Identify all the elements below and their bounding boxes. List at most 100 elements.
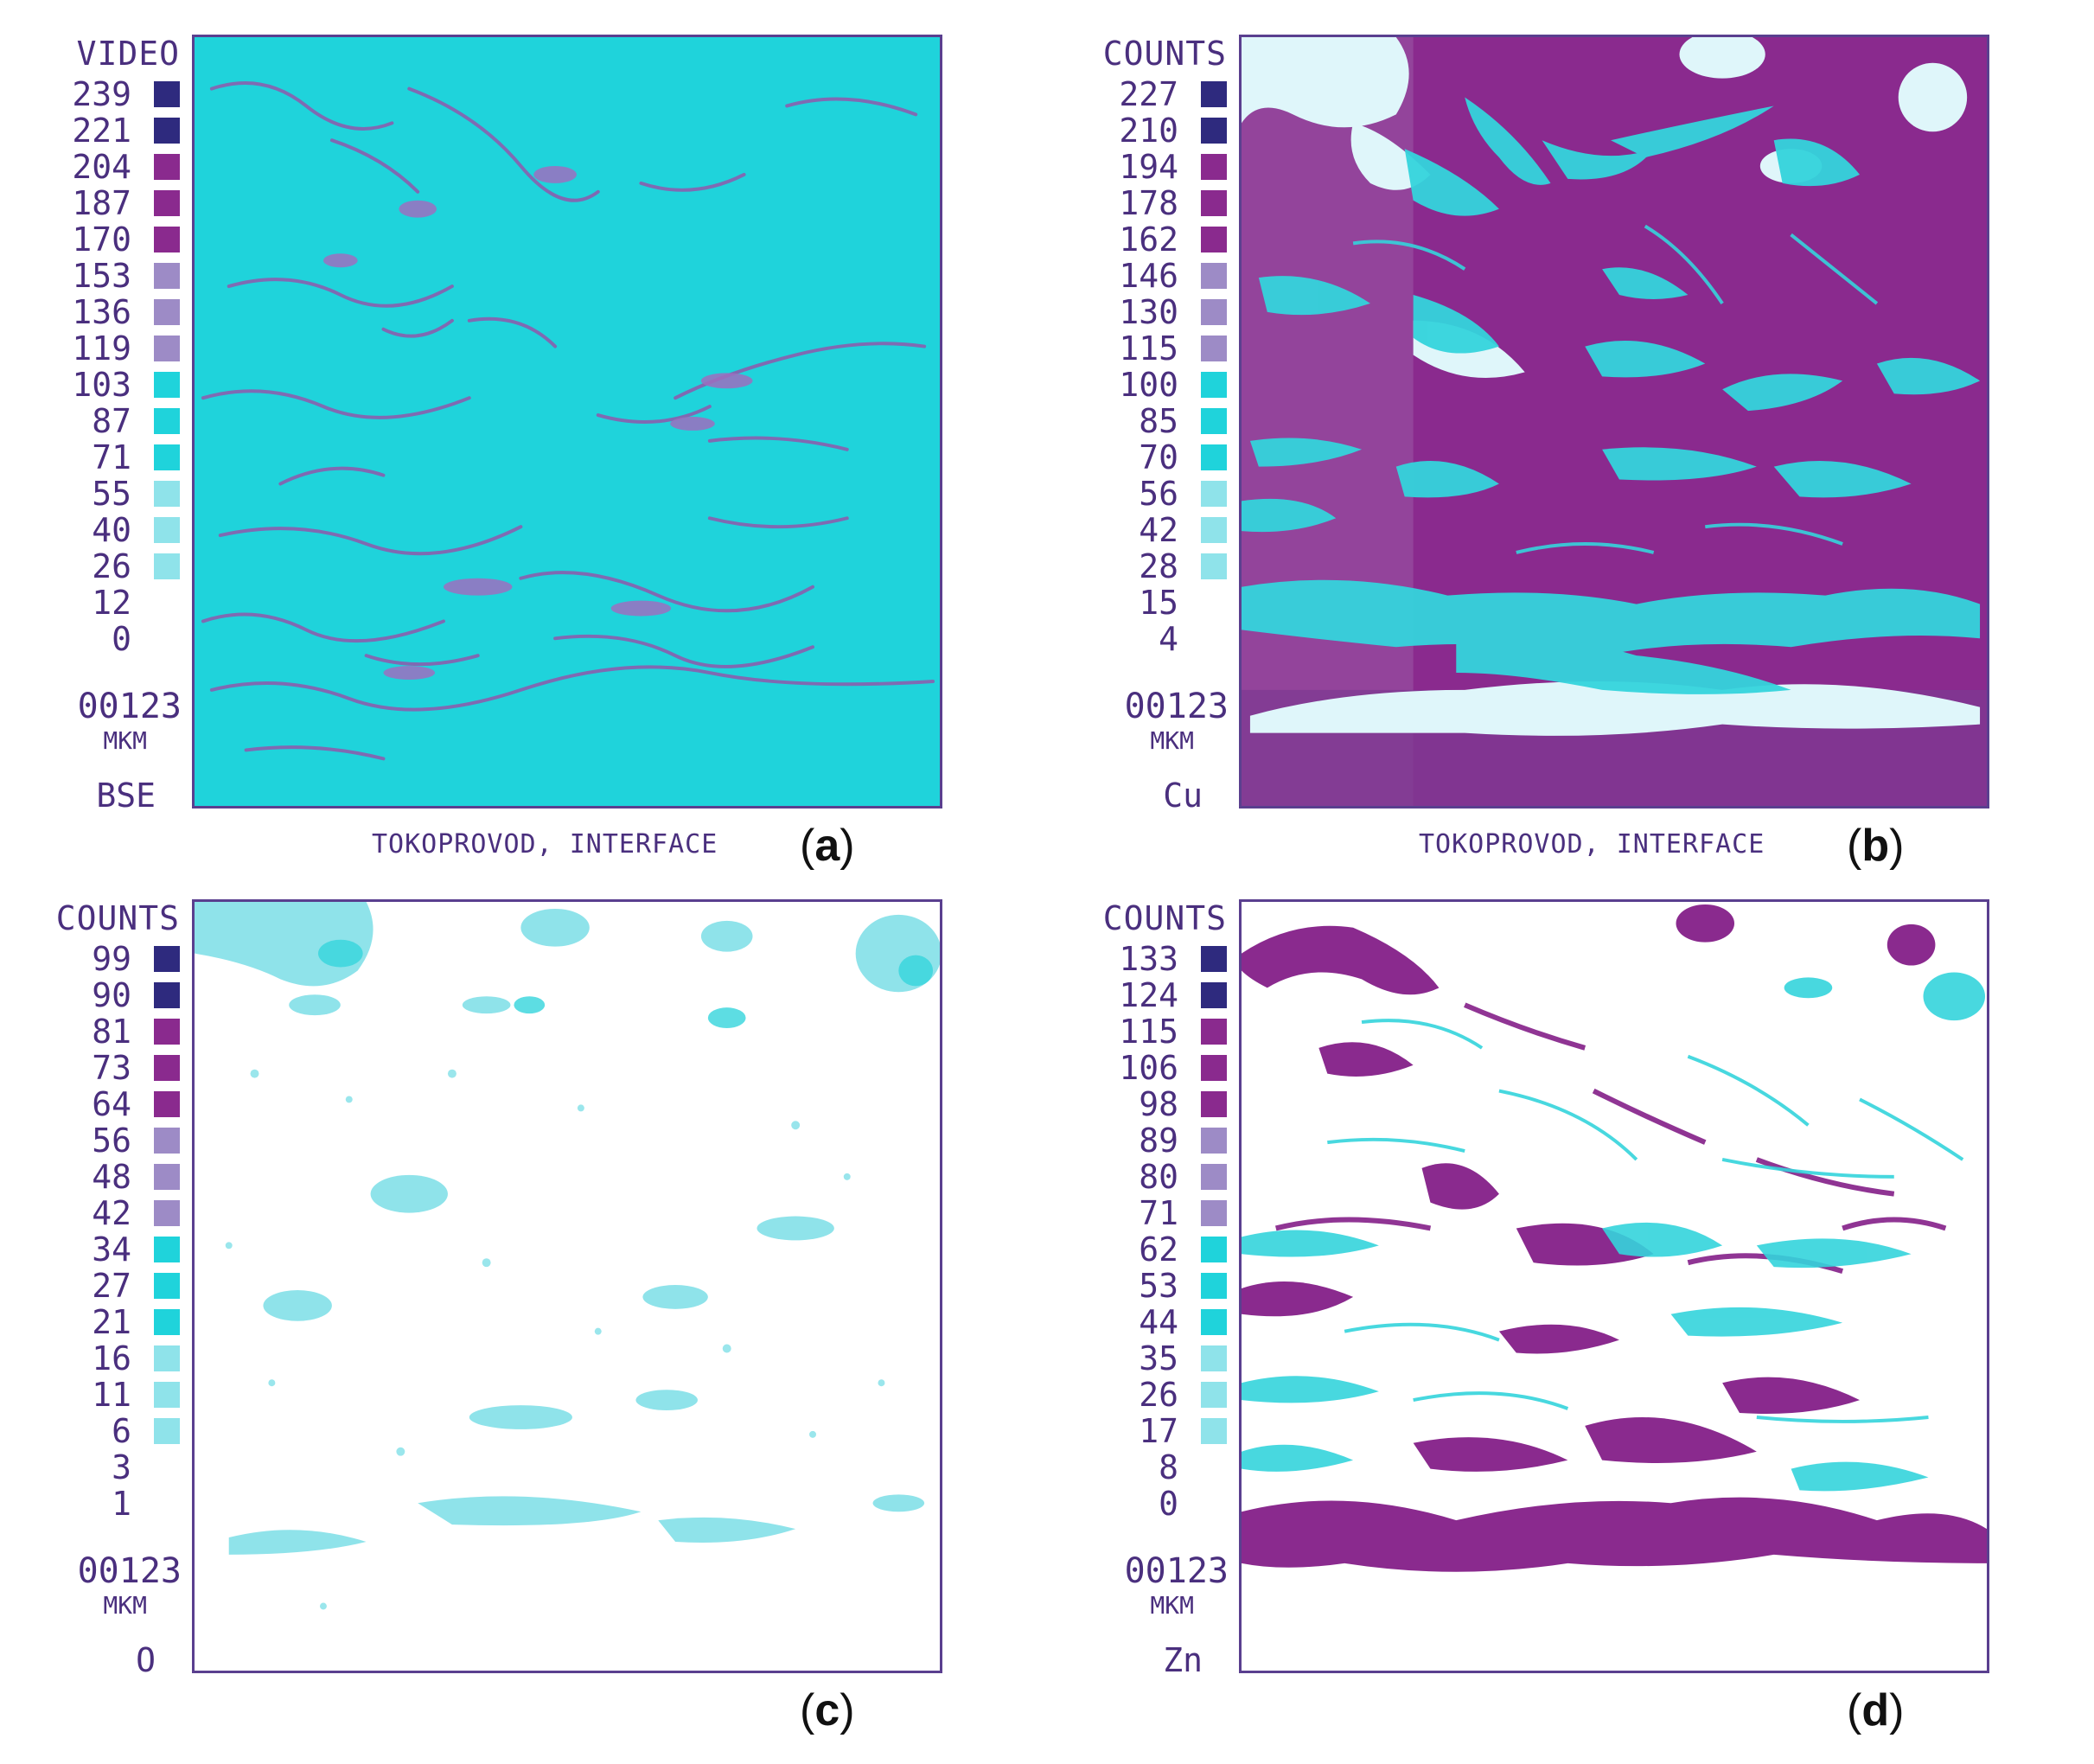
- color-swatch: [1201, 1273, 1227, 1299]
- color-scale: 133 124 115 106 98 89 80 71 62 53 44 35 26 17 8 0: [1099, 941, 1237, 1522]
- scale-unit: MKM: [1150, 1591, 1194, 1620]
- scale-value: 133: [1119, 940, 1178, 978]
- scale-value: 70: [1139, 438, 1178, 476]
- color-swatch: [154, 81, 180, 107]
- color-swatch: [1201, 372, 1227, 398]
- panel-label: (c): [800, 1685, 855, 1735]
- scale-value: 62: [1139, 1230, 1178, 1269]
- color-swatch: [1201, 1200, 1227, 1226]
- scale-value: 26: [1139, 1376, 1178, 1414]
- scale-row: 73: [52, 1050, 190, 1086]
- color-swatch: [1201, 444, 1227, 470]
- color-swatch: [1201, 1091, 1227, 1117]
- scale-value: 130: [1119, 293, 1178, 331]
- scale-row: 133: [1099, 941, 1237, 977]
- color-swatch: [154, 154, 180, 180]
- scale-value: 170: [72, 220, 131, 259]
- panel-label: (b): [1847, 821, 1905, 871]
- scale-row: 115: [1099, 1013, 1237, 1050]
- color-swatch: [1201, 1309, 1227, 1335]
- panel-label: (a): [800, 821, 855, 871]
- scale-value: 194: [1119, 148, 1178, 186]
- scale-value: 178: [1119, 184, 1178, 222]
- scale-row: 85: [1099, 403, 1237, 439]
- scale-row: 4: [1099, 621, 1237, 657]
- color-swatch: [1201, 517, 1227, 543]
- scale-row: 53: [1099, 1268, 1237, 1304]
- scale-value: 89: [1139, 1122, 1178, 1160]
- scale-value: 35: [1139, 1339, 1178, 1377]
- scale-value: 56: [92, 1122, 131, 1160]
- color-swatch: [154, 372, 180, 398]
- scale-value: 227: [1119, 75, 1178, 113]
- scale-row: 26: [1099, 1377, 1237, 1413]
- scale-value: 6: [112, 1412, 131, 1450]
- map-image: [192, 35, 942, 808]
- panel-a: VIDEO 239 221 204 187 170 153 136 119 103 87 71 55 4…: [0, 0, 1047, 871]
- scale-title: VIDEO: [76, 35, 180, 73]
- scale-row: 55: [52, 476, 190, 512]
- color-swatch: [1201, 946, 1227, 972]
- color-swatch: [154, 946, 180, 972]
- scale-row: 70: [1099, 439, 1237, 476]
- signal-label: Cu: [1163, 777, 1203, 815]
- scale-row: 27: [52, 1268, 190, 1304]
- scale-row: 62: [1099, 1231, 1237, 1268]
- scale-unit: MKM: [1150, 726, 1194, 755]
- scale-row: 3: [52, 1449, 190, 1486]
- color-swatch: [154, 1345, 180, 1371]
- scale-row: 146: [1099, 258, 1237, 294]
- panel-d: COUNTS 133 124 115 106 98 89 80 71 62 53 44 35 26 17 8…: [1047, 865, 2094, 1735]
- scale-row: 16: [52, 1340, 190, 1377]
- scale-row: 119: [52, 330, 190, 367]
- color-swatch: [1201, 1345, 1227, 1371]
- color-swatch: [1201, 154, 1227, 180]
- scale-value: 115: [1119, 1013, 1178, 1051]
- scale-value: 98: [1139, 1085, 1178, 1123]
- scale-row: 80: [1099, 1159, 1237, 1195]
- scale-value: 136: [72, 293, 131, 331]
- scale-value: 119: [72, 329, 131, 368]
- scale-row: 28: [1099, 548, 1237, 585]
- color-swatch: [1201, 553, 1227, 579]
- signal-label: BSE: [96, 777, 156, 815]
- cu-map-graphic: [1242, 37, 1987, 806]
- scale-row: 71: [1099, 1195, 1237, 1231]
- scale-row: 56: [52, 1122, 190, 1159]
- scale-row: 0: [1099, 1486, 1237, 1522]
- scale-value: 73: [92, 1049, 131, 1087]
- color-swatch: [154, 299, 180, 325]
- color-swatch: [154, 336, 180, 361]
- scale-row: 48: [52, 1159, 190, 1195]
- color-swatch: [154, 1418, 180, 1444]
- color-scale: 227 210 194 178 162 146 130 115 100 85 70 56 42 28 15 4: [1099, 76, 1237, 657]
- color-swatch: [154, 517, 180, 543]
- color-scale: 239 221 204 187 170 153 136 119 103 87 71 55 40 26 12 0: [52, 76, 190, 657]
- color-swatch: [1201, 1128, 1227, 1154]
- color-swatch: [1201, 1418, 1227, 1444]
- scale-value: 99: [92, 940, 131, 978]
- scale-value: 210: [1119, 112, 1178, 150]
- scale-value: 204: [72, 148, 131, 186]
- scale-row: 89: [1099, 1122, 1237, 1159]
- scale-value: 64: [92, 1085, 131, 1123]
- scale-row: 162: [1099, 221, 1237, 258]
- scale-row: 11: [52, 1377, 190, 1413]
- scale-row: 204: [52, 149, 190, 185]
- color-swatch: [154, 982, 180, 1008]
- scale-unit: MKM: [103, 726, 147, 755]
- scale-row: 0: [52, 621, 190, 657]
- color-swatch: [1201, 299, 1227, 325]
- scale-value: 42: [1139, 511, 1178, 549]
- scale-value: 44: [1139, 1303, 1178, 1341]
- scale-value: 12: [92, 584, 131, 622]
- scale-value: 0: [112, 620, 131, 658]
- scale-unit: MKM: [103, 1591, 147, 1620]
- scale-value: 15: [1139, 584, 1178, 622]
- scale-row: 99: [52, 941, 190, 977]
- scale-value: 71: [1139, 1194, 1178, 1232]
- panel-label: (d): [1847, 1685, 1905, 1735]
- o-map-graphic: [195, 902, 940, 1671]
- color-swatch: [154, 1382, 180, 1408]
- scale-value: 81: [92, 1013, 131, 1051]
